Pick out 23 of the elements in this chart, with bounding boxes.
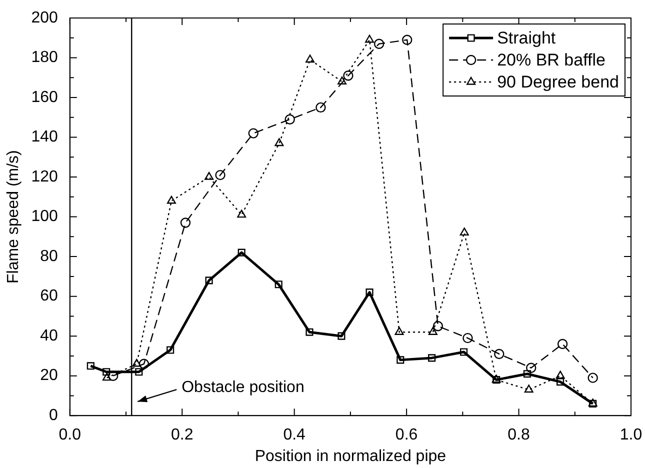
y-tick-label: 200 <box>31 9 58 26</box>
x-tick-label: 0.6 <box>395 426 418 444</box>
y-tick-label: 120 <box>31 168 58 186</box>
legend-label: 90 Degree bend <box>497 72 620 92</box>
y-tick-label: 80 <box>40 248 58 265</box>
x-tick-label: 0.0 <box>58 426 82 444</box>
legend-label: Straight <box>497 28 556 48</box>
y-axis-title: Flame speed (m/s) <box>5 150 22 284</box>
y-tick-label: 160 <box>31 88 58 106</box>
y-tick-label: 140 <box>31 128 58 146</box>
y-tick-label: 0 <box>48 407 58 424</box>
ref-line-label: Obstacle position <box>182 379 304 396</box>
y-tick-label: 60 <box>40 288 58 305</box>
x-tick-label: 0.2 <box>170 426 194 444</box>
x-tick-label: 0.4 <box>283 426 306 444</box>
x-axis-title: Position in normalized pipe <box>254 448 446 465</box>
x-tick-label: 1.0 <box>620 426 642 444</box>
y-tick-label: 100 <box>31 208 58 226</box>
y-tick-label: 20 <box>40 367 58 384</box>
y-tick-label: 40 <box>40 327 58 344</box>
y-tick-label: 180 <box>31 49 58 66</box>
x-tick-label: 0.8 <box>508 426 530 444</box>
legend-label: 20% BR baffle <box>497 50 606 70</box>
